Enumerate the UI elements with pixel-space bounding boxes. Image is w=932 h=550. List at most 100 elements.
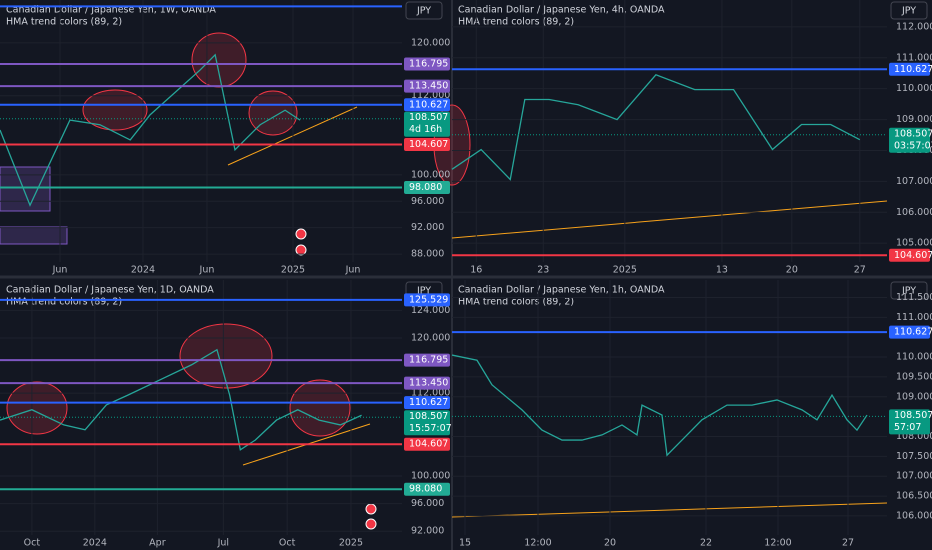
level-label: 110.627 — [894, 64, 932, 75]
level-tag — [404, 482, 450, 496]
x-tick-label: 2025 — [339, 538, 363, 549]
current-label: 108.507 — [409, 411, 448, 422]
y-tick-label: 106.000 — [896, 207, 932, 218]
x-tick-label: Oct — [279, 538, 296, 549]
level-tag — [404, 98, 450, 112]
chart-subtitle: HMA trend colors (89, 2) — [458, 17, 574, 28]
y-tick-label: 107.500 — [896, 451, 932, 462]
y-tick-label: 107.000 — [896, 471, 932, 482]
current-tag — [404, 111, 450, 137]
x-tick-label: 2025 — [281, 265, 305, 276]
chart-subtitle: HMA trend colors (89, 2) — [458, 297, 574, 308]
y-tick-label: 106.500 — [896, 491, 932, 502]
y-tick-label: 111.000 — [896, 52, 932, 63]
chart-subtitle: HMA trend colors (89, 2) — [6, 297, 122, 308]
level-tag — [404, 437, 450, 451]
countdown: 4d 16h — [409, 124, 442, 135]
current-label: 108.507 — [409, 112, 448, 123]
x-tick-label: 20 — [786, 265, 798, 276]
price-line — [451, 354, 868, 457]
x-tick-label: Jun — [199, 265, 215, 276]
y-tick-label: 92.000 — [411, 526, 444, 537]
level-label: 113.450 — [409, 81, 448, 92]
y-tick-label: 100.000 — [411, 169, 450, 180]
x-tick-label: Oct — [24, 538, 41, 549]
y-tick-label: 111.000 — [896, 312, 932, 323]
y-tick-label: 109.500 — [896, 371, 932, 382]
currency: JPY — [416, 286, 431, 297]
level-tag — [404, 57, 450, 71]
chart-title: Canadian Dollar / Japanese Yen, 1h, OAND… — [458, 285, 665, 296]
price-line — [0, 348, 362, 451]
countdown: 57:07 — [894, 422, 921, 433]
x-tick-label: Jun — [345, 265, 361, 276]
x-tick-label: 20 — [604, 538, 616, 549]
x-tick-label: Jul — [217, 538, 229, 549]
level-tag — [404, 376, 450, 390]
y-tick-label: 96.000 — [411, 196, 444, 207]
x-tick-label: 2024 — [83, 538, 107, 549]
price-line — [0, 53, 301, 207]
level-label: 98.080 — [409, 484, 442, 495]
y-tick-label: 88.000 — [411, 249, 444, 260]
level-label: 125.529 — [409, 294, 448, 305]
currency-box — [890, 281, 928, 300]
y-tick-label: 96.000 — [411, 498, 444, 509]
x-tick-label: 2024 — [131, 265, 155, 276]
y-tick-label: 109.000 — [896, 391, 932, 402]
x-tick-label: 22 — [700, 538, 712, 549]
y-tick-label: 112.000 — [411, 388, 450, 399]
current-label: 108.507 — [894, 128, 932, 139]
y-tick-label: 111.500 — [896, 292, 932, 303]
y-tick-label: 109.000 — [896, 114, 932, 125]
chart-title: Canadian Dollar / Japanese Yen, 1D, OAND… — [6, 285, 214, 296]
level-tag — [404, 79, 450, 93]
x-tick-label: 2025 — [613, 265, 637, 276]
level-label: 104.607 — [409, 139, 448, 150]
currency-box — [405, 1, 443, 20]
current-tag — [889, 409, 930, 435]
level-tag — [889, 62, 930, 76]
y-tick-label: 107.000 — [896, 176, 932, 187]
x-tick-label: 15 — [459, 538, 471, 549]
price-line — [451, 73, 861, 181]
x-tick-label: Apr — [149, 538, 166, 549]
level-label: 116.795 — [409, 59, 448, 70]
level-label: 104.607 — [409, 439, 448, 450]
current-tag — [404, 410, 450, 436]
level-tag — [404, 396, 450, 410]
level-label: 110.627 — [409, 99, 448, 110]
level-label: 104.607 — [894, 250, 932, 261]
y-tick-label: 120.000 — [411, 332, 450, 343]
level-tag — [404, 293, 450, 307]
currency: JPY — [901, 6, 916, 17]
y-tick-label: 124.000 — [411, 305, 450, 316]
x-tick-label: 23 — [537, 265, 549, 276]
chart-title: Canadian Dollar / Japanese Yen, 1W, OAND… — [6, 5, 216, 16]
x-tick-label: 12:00 — [764, 538, 791, 549]
level-label: 116.795 — [409, 355, 448, 366]
level-tag — [889, 248, 930, 262]
level-tag — [404, 137, 450, 151]
x-tick-label: 27 — [854, 265, 866, 276]
current-label: 108.507 — [894, 410, 932, 421]
y-tick-label: 108.000 — [896, 431, 932, 442]
currency-box — [890, 1, 928, 20]
currency: JPY — [416, 6, 431, 17]
x-tick-label: 12:00 — [524, 538, 551, 549]
level-label: 113.450 — [409, 378, 448, 389]
x-tick-label: 27 — [842, 538, 854, 549]
level-label: 98.080 — [409, 182, 442, 193]
y-tick-label: 110.000 — [896, 352, 932, 363]
level-tag — [404, 181, 450, 195]
y-tick-label: 112.000 — [411, 90, 450, 101]
x-tick-label: Jun — [52, 265, 68, 276]
y-tick-label: 105.000 — [896, 238, 932, 249]
y-tick-label: 100.000 — [411, 470, 450, 481]
chart-title: Canadian Dollar / Japanese Yen, 4h, OAND… — [458, 5, 665, 16]
y-tick-label: 120.000 — [411, 37, 450, 48]
x-tick-label: 13 — [716, 265, 728, 276]
countdown: 15:57:07 — [409, 423, 452, 434]
